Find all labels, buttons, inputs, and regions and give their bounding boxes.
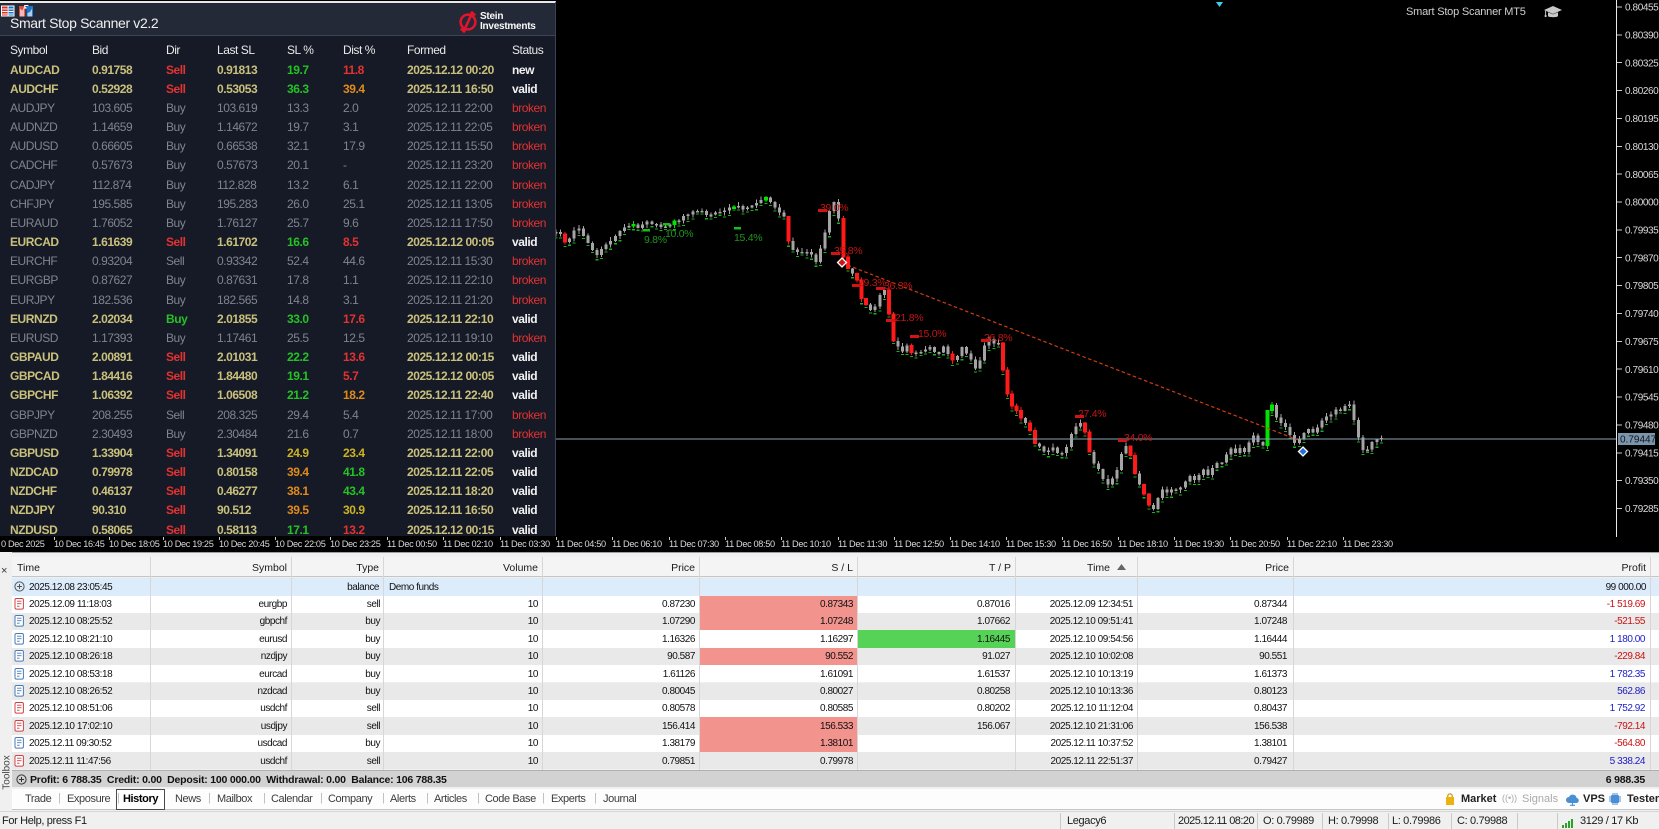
svg-text:10 Dec 19:25: 10 Dec 19:25 [163, 539, 214, 549]
svg-text:11 Dec 08:50: 11 Dec 08:50 [725, 539, 775, 549]
svg-text:0.80455: 0.80455 [1625, 3, 1659, 14]
svg-text:0.79545: 0.79545 [1625, 393, 1659, 404]
svg-text:9.8%: 9.8% [644, 234, 667, 246]
svg-text:34.0%: 34.0% [1124, 432, 1152, 444]
svg-text:11 Dec 15:30: 11 Dec 15:30 [1006, 539, 1056, 549]
svg-text:11 Dec 04:50: 11 Dec 04:50 [556, 539, 606, 549]
svg-text:0.79805: 0.79805 [1625, 281, 1659, 292]
svg-text:0.80260: 0.80260 [1625, 86, 1659, 97]
svg-text:10 Dec 18:05: 10 Dec 18:05 [109, 539, 160, 549]
svg-text:0.79480: 0.79480 [1625, 421, 1659, 432]
svg-text:0.79870: 0.79870 [1625, 253, 1659, 264]
svg-text:10 Dec 22:05: 10 Dec 22:05 [275, 539, 326, 549]
svg-text:11 Dec 07:30: 11 Dec 07:30 [669, 539, 719, 549]
svg-text:11 Dec 16:50: 11 Dec 16:50 [1062, 539, 1112, 549]
svg-text:29.3%: 29.3% [858, 277, 886, 289]
svg-text:11 Dec 18:10: 11 Dec 18:10 [1118, 539, 1168, 549]
svg-text:0.80065: 0.80065 [1625, 170, 1659, 181]
svg-text:15.0%: 15.0% [918, 328, 946, 340]
svg-text:11 Dec 22:10: 11 Dec 22:10 [1287, 539, 1337, 549]
svg-text:10.0%: 10.0% [665, 228, 693, 240]
svg-text:11 Dec 19:30: 11 Dec 19:30 [1174, 539, 1224, 549]
svg-text:11 Dec 02:10: 11 Dec 02:10 [443, 539, 493, 549]
svg-text:0.80325: 0.80325 [1625, 58, 1659, 69]
svg-text:0.79675: 0.79675 [1625, 337, 1659, 348]
svg-text:0.79415: 0.79415 [1625, 448, 1659, 459]
svg-text:26.8%: 26.8% [984, 332, 1012, 344]
svg-text:0.79350: 0.79350 [1625, 476, 1659, 487]
svg-text:11 Dec 23:30: 11 Dec 23:30 [1343, 539, 1393, 549]
svg-text:36.3%: 36.3% [884, 280, 912, 292]
svg-text:0.79740: 0.79740 [1625, 309, 1659, 320]
svg-text:11 Dec 10:10: 11 Dec 10:10 [781, 539, 831, 549]
svg-text:10 Dec 23:25: 10 Dec 23:25 [330, 539, 381, 549]
svg-text:11 Dec 06:10: 11 Dec 06:10 [612, 539, 662, 549]
svg-text:11 Dec 12:50: 11 Dec 12:50 [894, 539, 944, 549]
svg-text:0.80195: 0.80195 [1625, 114, 1659, 125]
svg-text:0.79447: 0.79447 [1620, 435, 1657, 446]
svg-text:0.79610: 0.79610 [1625, 365, 1659, 376]
svg-text:0.80130: 0.80130 [1625, 142, 1659, 153]
svg-text:0.79935: 0.79935 [1625, 226, 1659, 237]
svg-text:10 Dec 16:45: 10 Dec 16:45 [54, 539, 105, 549]
svg-text:35.8%: 35.8% [834, 245, 862, 257]
svg-text:0.79285: 0.79285 [1625, 504, 1659, 515]
svg-text:0.80000: 0.80000 [1625, 198, 1659, 209]
svg-text:0 Dec 2025: 0 Dec 2025 [1, 539, 45, 549]
svg-text:11 Dec 20:50: 11 Dec 20:50 [1230, 539, 1280, 549]
svg-text:39.0%: 39.0% [820, 202, 848, 214]
svg-text:27.4%: 27.4% [1078, 408, 1106, 420]
svg-text:0.80390: 0.80390 [1625, 31, 1659, 42]
svg-text:11 Dec 03:30: 11 Dec 03:30 [500, 539, 550, 549]
svg-text:11 Dec 00:50: 11 Dec 00:50 [387, 539, 437, 549]
svg-text:10 Dec 20:45: 10 Dec 20:45 [219, 539, 270, 549]
svg-text:21.8%: 21.8% [895, 312, 923, 324]
svg-text:11 Dec 11:30: 11 Dec 11:30 [838, 539, 887, 549]
svg-text:15.4%: 15.4% [734, 232, 762, 244]
svg-text:11 Dec 14:10: 11 Dec 14:10 [950, 539, 1000, 549]
